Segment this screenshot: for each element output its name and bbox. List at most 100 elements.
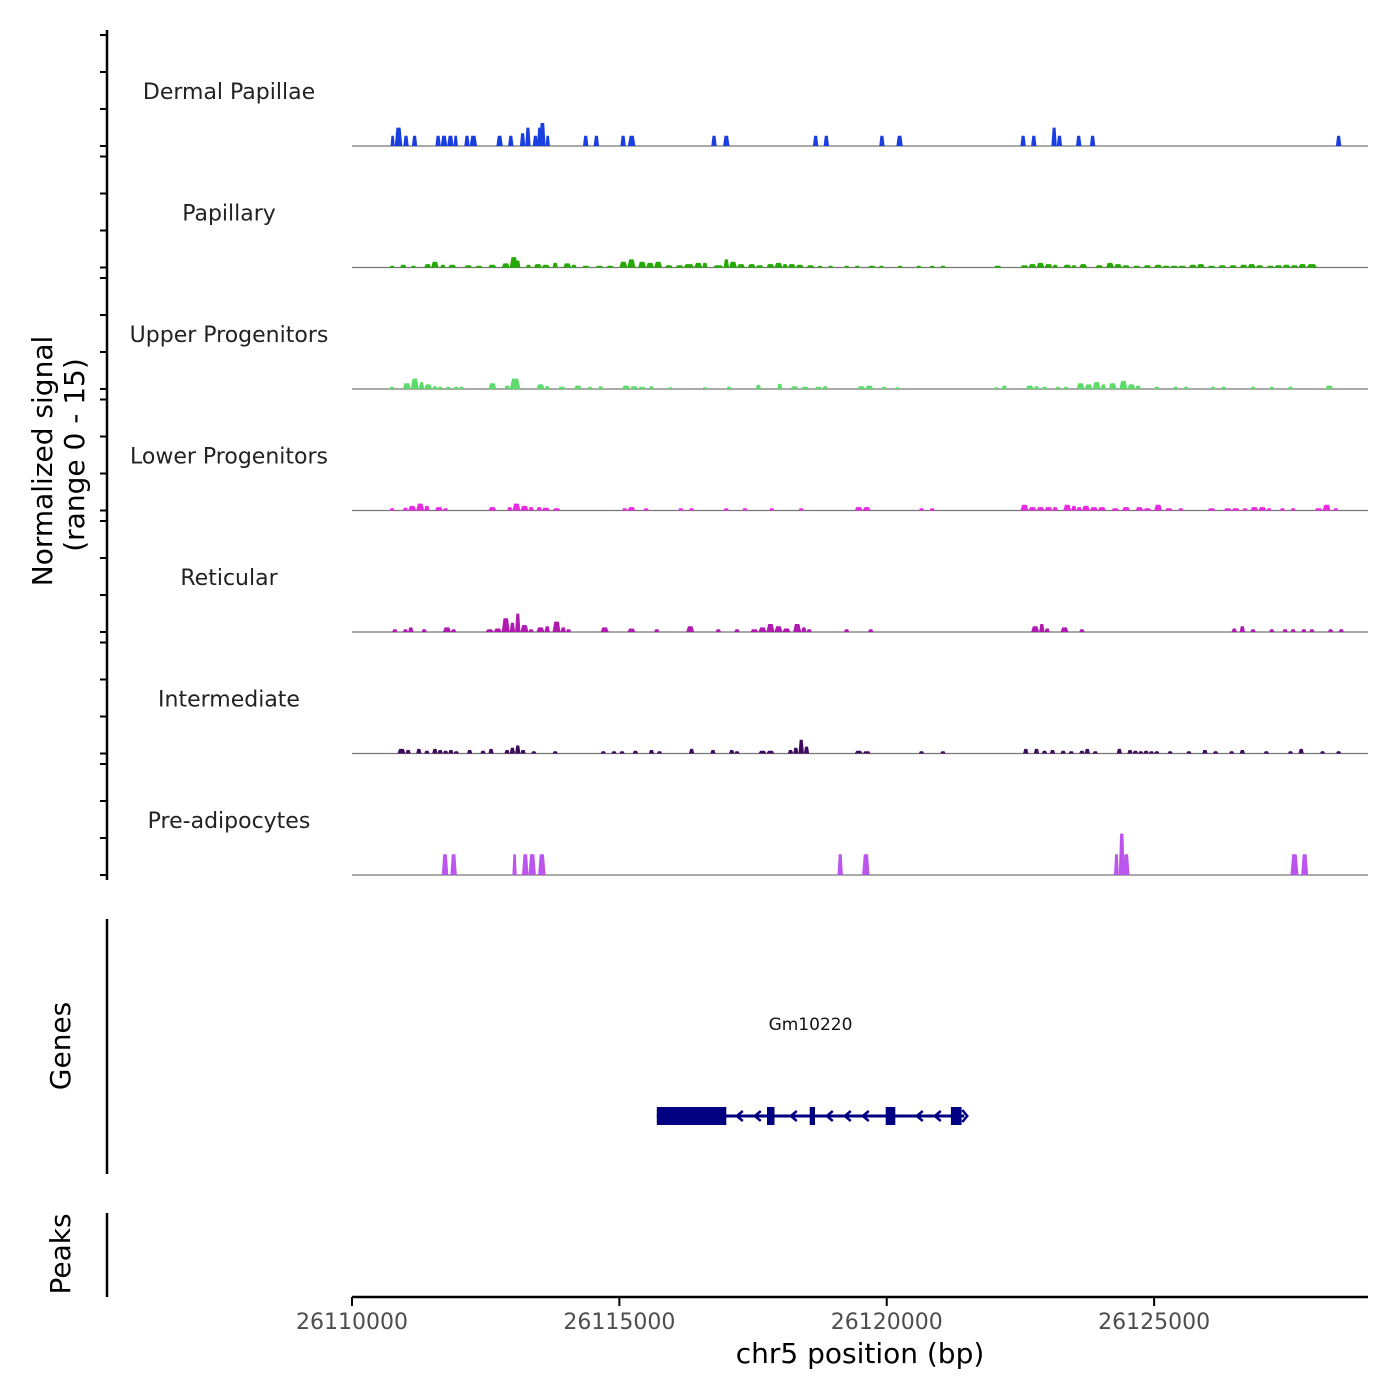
lower-progenitors-signal-peak-32 (1052, 507, 1058, 511)
lower-progenitors-signal-peak-53 (1279, 508, 1286, 511)
papillary-signal-peak-49 (878, 265, 885, 268)
pre-adipocytes-signal-peak-0 (441, 854, 449, 875)
lower-progenitors-signal-peak-27 (929, 508, 935, 511)
papillary-signal-peak-3 (424, 264, 432, 268)
papillary-signal-peak-38 (766, 264, 775, 268)
lower-progenitors-signal-peak-24 (854, 507, 863, 511)
papillary-signal-peak-22 (619, 261, 628, 268)
intermediate-signal-peak-50 (1138, 751, 1144, 754)
intermediate-signal-peak-22 (648, 750, 655, 754)
papillary-signal-peak-70 (1162, 265, 1171, 268)
reticular-signal-peak-20 (654, 629, 660, 632)
papillary-signal-peak-36 (747, 264, 756, 268)
upper-progenitors-signal-peak-2 (410, 378, 419, 389)
papillary-signal-peak-28 (675, 265, 684, 268)
lower-progenitors-signal-peak-50 (1250, 507, 1259, 511)
papillary-signal-peak-23 (627, 259, 636, 268)
dermal-papillae-signal-peak-10 (496, 135, 503, 146)
reticular-signal-peak-12 (528, 629, 534, 632)
lower-progenitors-signal-peak-7 (488, 507, 497, 511)
intermediate-signal-peak-55 (1186, 751, 1192, 754)
intermediate-signal-peak-53 (1154, 751, 1160, 754)
x-tick-label: 26115000 (563, 1310, 675, 1335)
papillary-signal-peak-35 (737, 264, 745, 268)
intermediate-signal-peak-37 (940, 751, 946, 754)
intermediate-signal-peak-23 (656, 751, 663, 754)
papillary-signal-peak-33 (723, 259, 729, 268)
lower-progenitors-signal-peak-57 (1333, 508, 1339, 511)
dermal-papillae-signal-peak-16 (539, 123, 546, 146)
upper-progenitors-signal-peak-7 (445, 386, 451, 389)
papillary-signal-peak-5 (440, 264, 446, 268)
dermal-papillae-signal-peak-7 (453, 135, 458, 146)
gene-exon-3 (885, 1107, 896, 1125)
reticular-signal-peak-34 (1031, 626, 1040, 632)
upper-progenitors-signal-peak-13 (536, 384, 545, 389)
papillary-signal-peak-37 (755, 265, 764, 268)
lower-progenitors-signal-peak-26 (918, 508, 925, 511)
reticular-signal-peak-27 (774, 626, 783, 632)
papillary-signal-peak-4 (431, 261, 439, 268)
pre-adipocytes-signal-peak-4 (528, 854, 536, 875)
upper-progenitors-signal-peak-32 (857, 386, 866, 389)
upper-progenitors-signal-peak-43 (1076, 383, 1085, 389)
y-axis-title-line2: (range 0 - 15) (58, 358, 91, 552)
reticular-signal-peak-37 (1060, 627, 1069, 632)
lower-progenitors-signal-peak-19 (688, 508, 695, 511)
papillary-signal-peak-47 (854, 265, 860, 268)
upper-progenitors-signal-peak-5 (432, 386, 438, 389)
upper-progenitors-signal-peak-14 (544, 386, 550, 389)
lower-progenitors-signal-peak-42 (1143, 508, 1152, 511)
reticular-signal-peak-25 (758, 627, 767, 632)
upper-progenitors-signal-peak-0 (389, 386, 395, 389)
papillary-signal-peak-58 (1044, 264, 1053, 268)
upper-progenitors-signal-peak-20 (630, 386, 639, 389)
x-tick-label: 26120000 (831, 1310, 943, 1335)
upper-progenitors-signal-peak-19 (622, 385, 631, 389)
papillary-signal-peak-55 (1020, 265, 1029, 268)
lower-progenitors-signal-peak-3 (416, 503, 425, 511)
lower-progenitors-signal-peak-41 (1135, 507, 1144, 511)
track-lower-progenitors: Lower Progenitors (130, 445, 1368, 512)
papillary-signal-peak-12 (515, 260, 521, 268)
papillary-signal-peak-85 (1298, 264, 1307, 268)
gene-strand-arrow (734, 1110, 744, 1122)
lower-progenitors-signal-peak-0 (389, 508, 395, 511)
upper-progenitors-signal-peak-52 (1172, 386, 1179, 389)
papillary-signal-peak-59 (1052, 264, 1058, 268)
gene-strand-arrow (842, 1110, 852, 1122)
lower-progenitors-signal-peak-40 (1122, 507, 1130, 511)
dermal-papillae-signal-peak-8 (464, 135, 470, 146)
reticular-signal-peak-19 (627, 628, 636, 632)
reticular-signal-peak-14 (544, 626, 550, 632)
intermediate-signal-peak-51 (1143, 750, 1149, 754)
papillary-signal-peak-83 (1282, 264, 1291, 268)
intermediate-signal-peak-8 (453, 751, 459, 754)
papillary-signal-peak-43 (806, 265, 815, 268)
lower-progenitors-signal-peak-23 (798, 508, 804, 511)
intermediate-signal-peak-38 (1023, 748, 1029, 754)
papillary-signal-peak-34 (729, 261, 737, 268)
lower-progenitors-signal-peak-20 (723, 508, 729, 511)
track-intermediate: Intermediate (158, 688, 1368, 755)
papillary-signal-peak-74 (1196, 264, 1205, 268)
reticular-signal-peak-10 (515, 613, 521, 632)
intermediate-signal-peak-59 (1239, 750, 1245, 754)
intermediate-signal-peak-14 (515, 745, 521, 754)
lower-progenitors-signal-peak-13 (541, 507, 550, 511)
papillary-signal-peak-41 (787, 264, 796, 268)
intermediate-signal-peak-47 (1116, 748, 1122, 754)
intermediate-signal-peak-40 (1041, 750, 1048, 754)
lower-progenitors-signal-peak-35 (1076, 507, 1082, 511)
lower-progenitors-signal-peak-54 (1290, 508, 1296, 511)
lower-progenitors-signal-peak-29 (1028, 507, 1037, 511)
papillary-signal-peak-51 (916, 265, 922, 268)
lower-progenitors-signal-peak-47 (1223, 508, 1232, 511)
reticular-signal-peak-46 (1309, 629, 1315, 632)
reticular-signal-peak-13 (536, 627, 545, 632)
upper-progenitors-signal-peak-56 (1250, 386, 1256, 389)
upper-progenitors-signal-peak-24 (702, 387, 708, 389)
upper-progenitors-signal-peak-11 (504, 385, 510, 389)
intermediate-signal-peak-44 (1079, 750, 1085, 754)
intermediate-signal-peak-4 (432, 748, 438, 754)
